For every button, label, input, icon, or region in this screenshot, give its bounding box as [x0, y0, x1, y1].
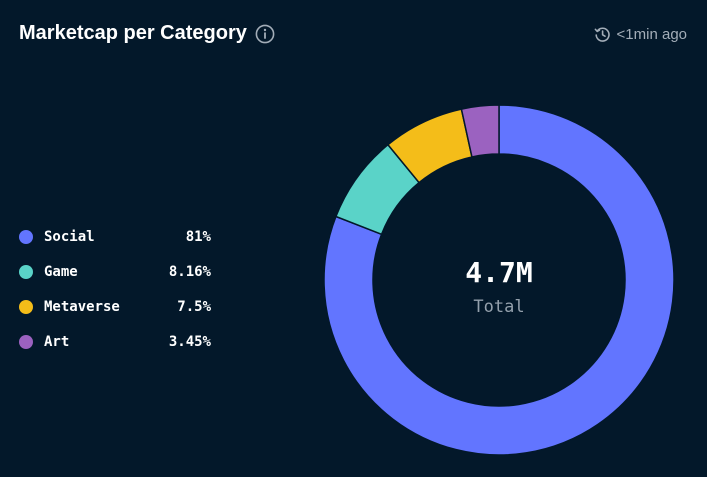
legend-value: 7.5%: [177, 298, 211, 315]
legend-label: Social: [44, 228, 95, 245]
donut-center-value: 4.7M: [465, 256, 532, 289]
last-updated-text: <1min ago: [616, 26, 687, 43]
legend-item-social[interactable]: Social 81%: [19, 219, 211, 254]
legend-swatch-game: [19, 264, 33, 279]
legend-label: Art: [44, 333, 70, 350]
clock-history-icon: [594, 26, 611, 43]
last-updated: <1min ago: [594, 26, 687, 43]
info-icon[interactable]: [255, 24, 275, 44]
legend-swatch-metaverse: [19, 299, 33, 314]
donut-slice-art[interactable]: [460, 104, 500, 158]
donut-chart: 4.7M Total: [323, 104, 675, 456]
donut-center-label: Total: [473, 297, 524, 317]
legend-value: 3.45%: [168, 333, 211, 350]
card-title: Marketcap per Category: [19, 22, 247, 44]
card-header: Marketcap per Category: [19, 22, 275, 45]
legend-value: 8.16%: [168, 263, 211, 280]
legend-label: Game: [44, 263, 78, 280]
donut-slice-social[interactable]: [323, 104, 675, 456]
donut-slices: [323, 104, 675, 456]
chart-legend: Social 81% Game 8.16% Metaverse 7.5% Art…: [19, 219, 211, 359]
legend-swatch-social: [19, 229, 33, 244]
legend-swatch-art: [19, 334, 33, 349]
legend-item-game[interactable]: Game 8.16%: [19, 254, 211, 289]
legend-item-metaverse[interactable]: Metaverse 7.5%: [19, 289, 211, 324]
legend-item-art[interactable]: Art 3.45%: [19, 324, 211, 359]
legend-value: 81%: [185, 228, 211, 245]
legend-label: Metaverse: [44, 298, 120, 315]
